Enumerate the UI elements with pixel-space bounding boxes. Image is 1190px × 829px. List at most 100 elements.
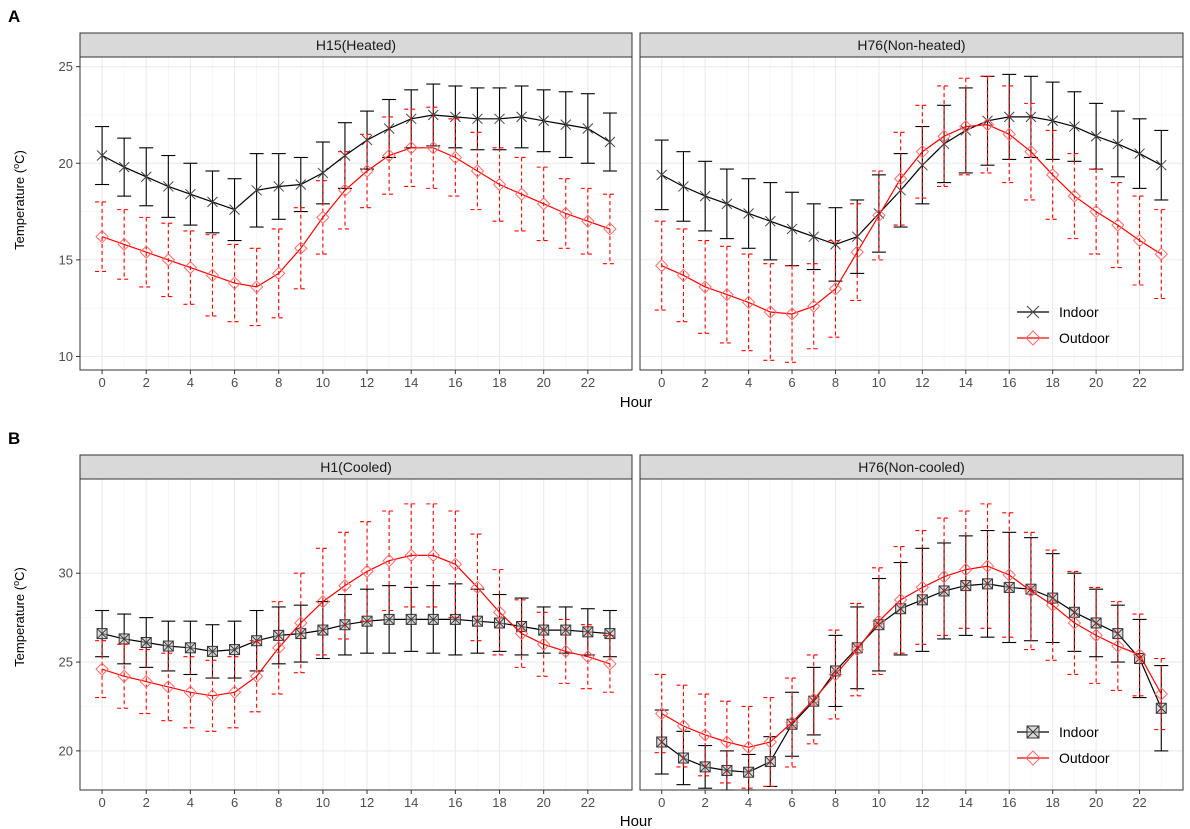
- panel-border: [639, 56, 1184, 371]
- x-tick-label: 12: [360, 795, 374, 810]
- y-axis-title-b: Temperature (oC): [11, 567, 27, 667]
- indoor-point-x: [361, 134, 373, 146]
- outdoor-point-diamond: [536, 637, 551, 651]
- outdoor-point-diamond: [139, 245, 153, 259]
- y-axis-title-a-sup: o: [11, 164, 21, 169]
- indoor-point-x: [494, 113, 505, 125]
- outdoor-point-diamond: [1089, 628, 1103, 643]
- x-tick-label: 20: [1089, 795, 1103, 810]
- indoor-point-x: [185, 188, 196, 200]
- outdoor-point-diamond: [698, 280, 712, 294]
- outdoor-point-diamond: [980, 559, 995, 573]
- indoor-point-box-cross: [1047, 592, 1058, 604]
- outdoor-point-diamond: [95, 662, 109, 676]
- x-tick-label: 2: [702, 795, 709, 810]
- x-tick-label: 14: [959, 375, 973, 390]
- x-tick-label: 20: [536, 795, 550, 810]
- legend-label-outdoor: Outdoor: [1059, 330, 1110, 346]
- outdoor-point-diamond: [603, 222, 617, 236]
- outdoor-point-diamond: [1154, 687, 1168, 701]
- outdoor-point-diamond: [1132, 233, 1147, 248]
- y-tick-label: 20: [59, 156, 73, 171]
- indoor-point-box-cross: [960, 580, 972, 591]
- outdoor-point-diamond: [807, 692, 821, 707]
- outdoor-point-diamond: [316, 594, 330, 609]
- y-tick-label: 25: [59, 655, 73, 670]
- outdoor-point-diamond: [338, 578, 352, 593]
- outdoor-point-diamond: [426, 141, 440, 155]
- facet-strip: [79, 32, 633, 58]
- x-tick-label: 6: [231, 795, 238, 810]
- x-tick-label: 22: [581, 795, 595, 810]
- outdoor-point-diamond: [915, 144, 930, 159]
- outdoor-point-diamond: [448, 150, 463, 165]
- outdoor-point-diamond: [720, 735, 734, 749]
- outdoor-point-diamond: [117, 669, 131, 683]
- outdoor-point-diamond: [536, 197, 551, 211]
- x-tick-label: 16: [448, 375, 462, 390]
- x-tick-label: 0: [658, 375, 665, 390]
- panel-border: [79, 56, 633, 371]
- indoor-point-x: [140, 171, 152, 183]
- panel-letter-a: A: [8, 7, 20, 26]
- y-tick-label: 10: [59, 349, 73, 364]
- indoor-point-x: [808, 231, 820, 243]
- x-tick-label: 0: [98, 795, 105, 810]
- outdoor-point-diamond: [1024, 144, 1038, 159]
- y-axis-title-a: Temperature (oC): [11, 150, 27, 250]
- x-tick-label: 22: [581, 375, 595, 390]
- indoor-point-x: [317, 167, 329, 179]
- outdoor-point-diamond: [382, 554, 396, 568]
- indoor-point-x: [699, 190, 711, 202]
- indoor-point-box-cross: [140, 637, 152, 648]
- outdoor-point-diamond: [227, 685, 242, 699]
- indoor-point-box-cross: [273, 630, 285, 641]
- indoor-point-x: [1134, 148, 1145, 159]
- indoor-point-box-cross: [494, 617, 505, 629]
- x-tick-label: 18: [492, 795, 506, 810]
- outdoor-point-diamond: [205, 689, 220, 703]
- outdoor-point-diamond: [872, 614, 886, 628]
- indoor-point-x: [743, 208, 754, 219]
- x-tick-label: 4: [745, 795, 752, 810]
- outdoor-point-diamond: [338, 183, 352, 198]
- indoor-point-x: [295, 179, 307, 190]
- indoor-series-line: [101, 114, 611, 211]
- outdoor-point-diamond: [676, 268, 691, 283]
- x-tick-label: 0: [98, 375, 105, 390]
- outdoor-point-diamond: [763, 305, 778, 319]
- y-tick-label: 30: [59, 566, 73, 581]
- indoor-point-box-cross: [427, 614, 439, 625]
- indoor-point-x: [764, 215, 776, 227]
- indoor-point-box-cross: [118, 633, 130, 645]
- legend-key-diamond: [1025, 750, 1041, 766]
- outdoor-point-diamond: [1045, 598, 1060, 612]
- x-tick-label: 20: [536, 375, 550, 390]
- legend-key-box-cross: [1026, 725, 1040, 739]
- outdoor-point-diamond: [227, 276, 242, 290]
- outdoor-point-diamond: [117, 237, 131, 252]
- outdoor-point-diamond: [581, 650, 595, 664]
- outdoor-point-diamond: [1002, 127, 1016, 141]
- indoor-point-x: [96, 150, 108, 161]
- indoor-point-x: [162, 181, 174, 192]
- indoor-point-box-cross: [185, 642, 196, 654]
- indoor-point-box-cross: [383, 614, 395, 625]
- x-tick-label: 8: [275, 795, 282, 810]
- outdoor-point-diamond: [1111, 218, 1125, 232]
- outdoor-point-diamond: [294, 241, 308, 255]
- outdoor-point-diamond: [448, 557, 463, 572]
- y-axis-title-b-sup: o: [11, 581, 21, 586]
- indoor-point-box-cross: [207, 646, 218, 657]
- indoor-point-x: [604, 136, 616, 148]
- facet-strip-title: H76(Non-cooled): [858, 459, 965, 475]
- x-tick-label: 8: [832, 375, 839, 390]
- facet-strip-title: H1(Cooled): [320, 459, 392, 475]
- indoor-point-x: [786, 223, 798, 235]
- chart-panel-h15-heated: H15(Heated) 0 2 4 6 8 10 12 14 16 18 20 22 10 15 20 25: [59, 32, 633, 390]
- indoor-point-box-cross: [830, 665, 841, 677]
- indoor-point-box-cross: [405, 614, 417, 625]
- chart-panel-h76-non-heated: H76(Non-heated) 0 2 4 6 8 10 12 14 16 18 20 22 Indoor…: [639, 32, 1184, 390]
- panel-border: [79, 478, 633, 791]
